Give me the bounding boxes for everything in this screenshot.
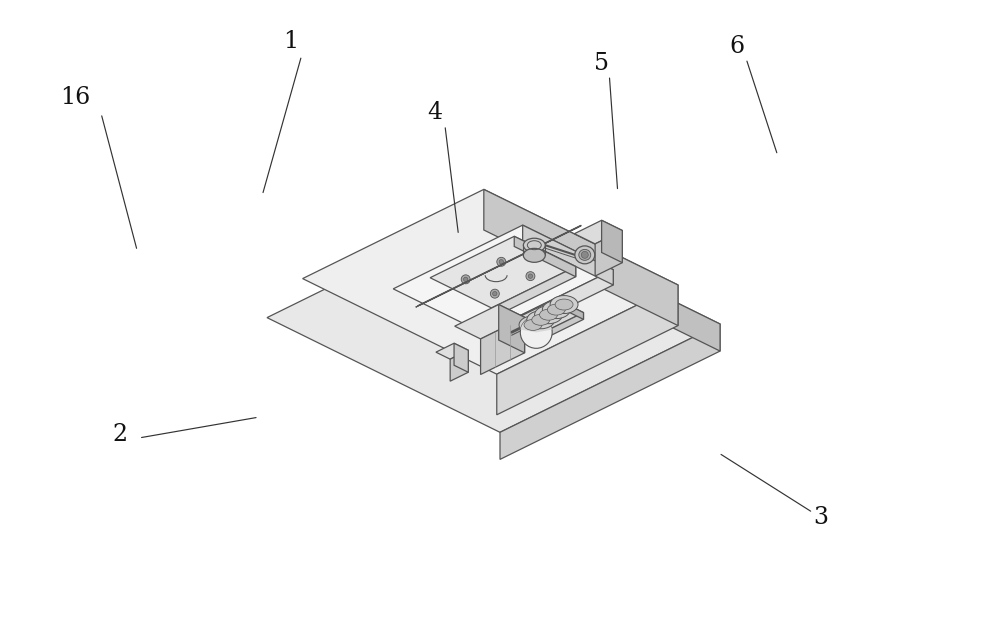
- Ellipse shape: [547, 304, 565, 315]
- Ellipse shape: [524, 319, 542, 330]
- Ellipse shape: [523, 249, 545, 262]
- Ellipse shape: [523, 238, 545, 252]
- Polygon shape: [416, 225, 581, 307]
- Circle shape: [526, 272, 535, 281]
- Polygon shape: [303, 189, 678, 374]
- Polygon shape: [514, 236, 576, 277]
- Polygon shape: [430, 236, 576, 308]
- Polygon shape: [267, 209, 720, 432]
- Circle shape: [528, 274, 533, 278]
- Polygon shape: [450, 350, 468, 381]
- Ellipse shape: [542, 301, 570, 319]
- Polygon shape: [574, 220, 622, 244]
- Ellipse shape: [540, 309, 558, 320]
- Text: 6: 6: [729, 35, 745, 58]
- Ellipse shape: [555, 299, 573, 310]
- Polygon shape: [454, 343, 468, 372]
- Ellipse shape: [527, 311, 555, 329]
- Polygon shape: [556, 299, 583, 319]
- Text: 4: 4: [428, 101, 443, 124]
- Polygon shape: [484, 270, 613, 348]
- Text: 2: 2: [112, 423, 127, 446]
- Polygon shape: [484, 189, 678, 326]
- Polygon shape: [492, 267, 576, 318]
- Polygon shape: [535, 312, 583, 343]
- Polygon shape: [602, 220, 622, 263]
- Circle shape: [520, 316, 552, 348]
- Ellipse shape: [579, 249, 591, 260]
- Text: 1: 1: [283, 30, 298, 53]
- Circle shape: [493, 292, 497, 296]
- Ellipse shape: [550, 296, 578, 314]
- Ellipse shape: [519, 316, 547, 334]
- Circle shape: [497, 258, 506, 266]
- Circle shape: [581, 251, 588, 258]
- Circle shape: [461, 275, 470, 284]
- Polygon shape: [393, 225, 613, 334]
- Ellipse shape: [575, 246, 595, 264]
- Polygon shape: [507, 299, 583, 337]
- Polygon shape: [481, 317, 525, 375]
- Polygon shape: [497, 285, 678, 415]
- Circle shape: [464, 277, 468, 281]
- Wedge shape: [521, 316, 552, 332]
- Circle shape: [499, 260, 503, 264]
- Text: 5: 5: [594, 52, 609, 75]
- Polygon shape: [523, 225, 613, 285]
- Polygon shape: [455, 305, 525, 339]
- Polygon shape: [500, 324, 720, 459]
- Ellipse shape: [535, 306, 562, 324]
- Polygon shape: [595, 231, 622, 276]
- Text: 3: 3: [813, 506, 828, 529]
- Polygon shape: [499, 305, 525, 353]
- Circle shape: [490, 289, 499, 298]
- Polygon shape: [436, 343, 468, 359]
- Ellipse shape: [532, 314, 550, 325]
- Polygon shape: [487, 209, 720, 351]
- Text: 16: 16: [60, 86, 90, 109]
